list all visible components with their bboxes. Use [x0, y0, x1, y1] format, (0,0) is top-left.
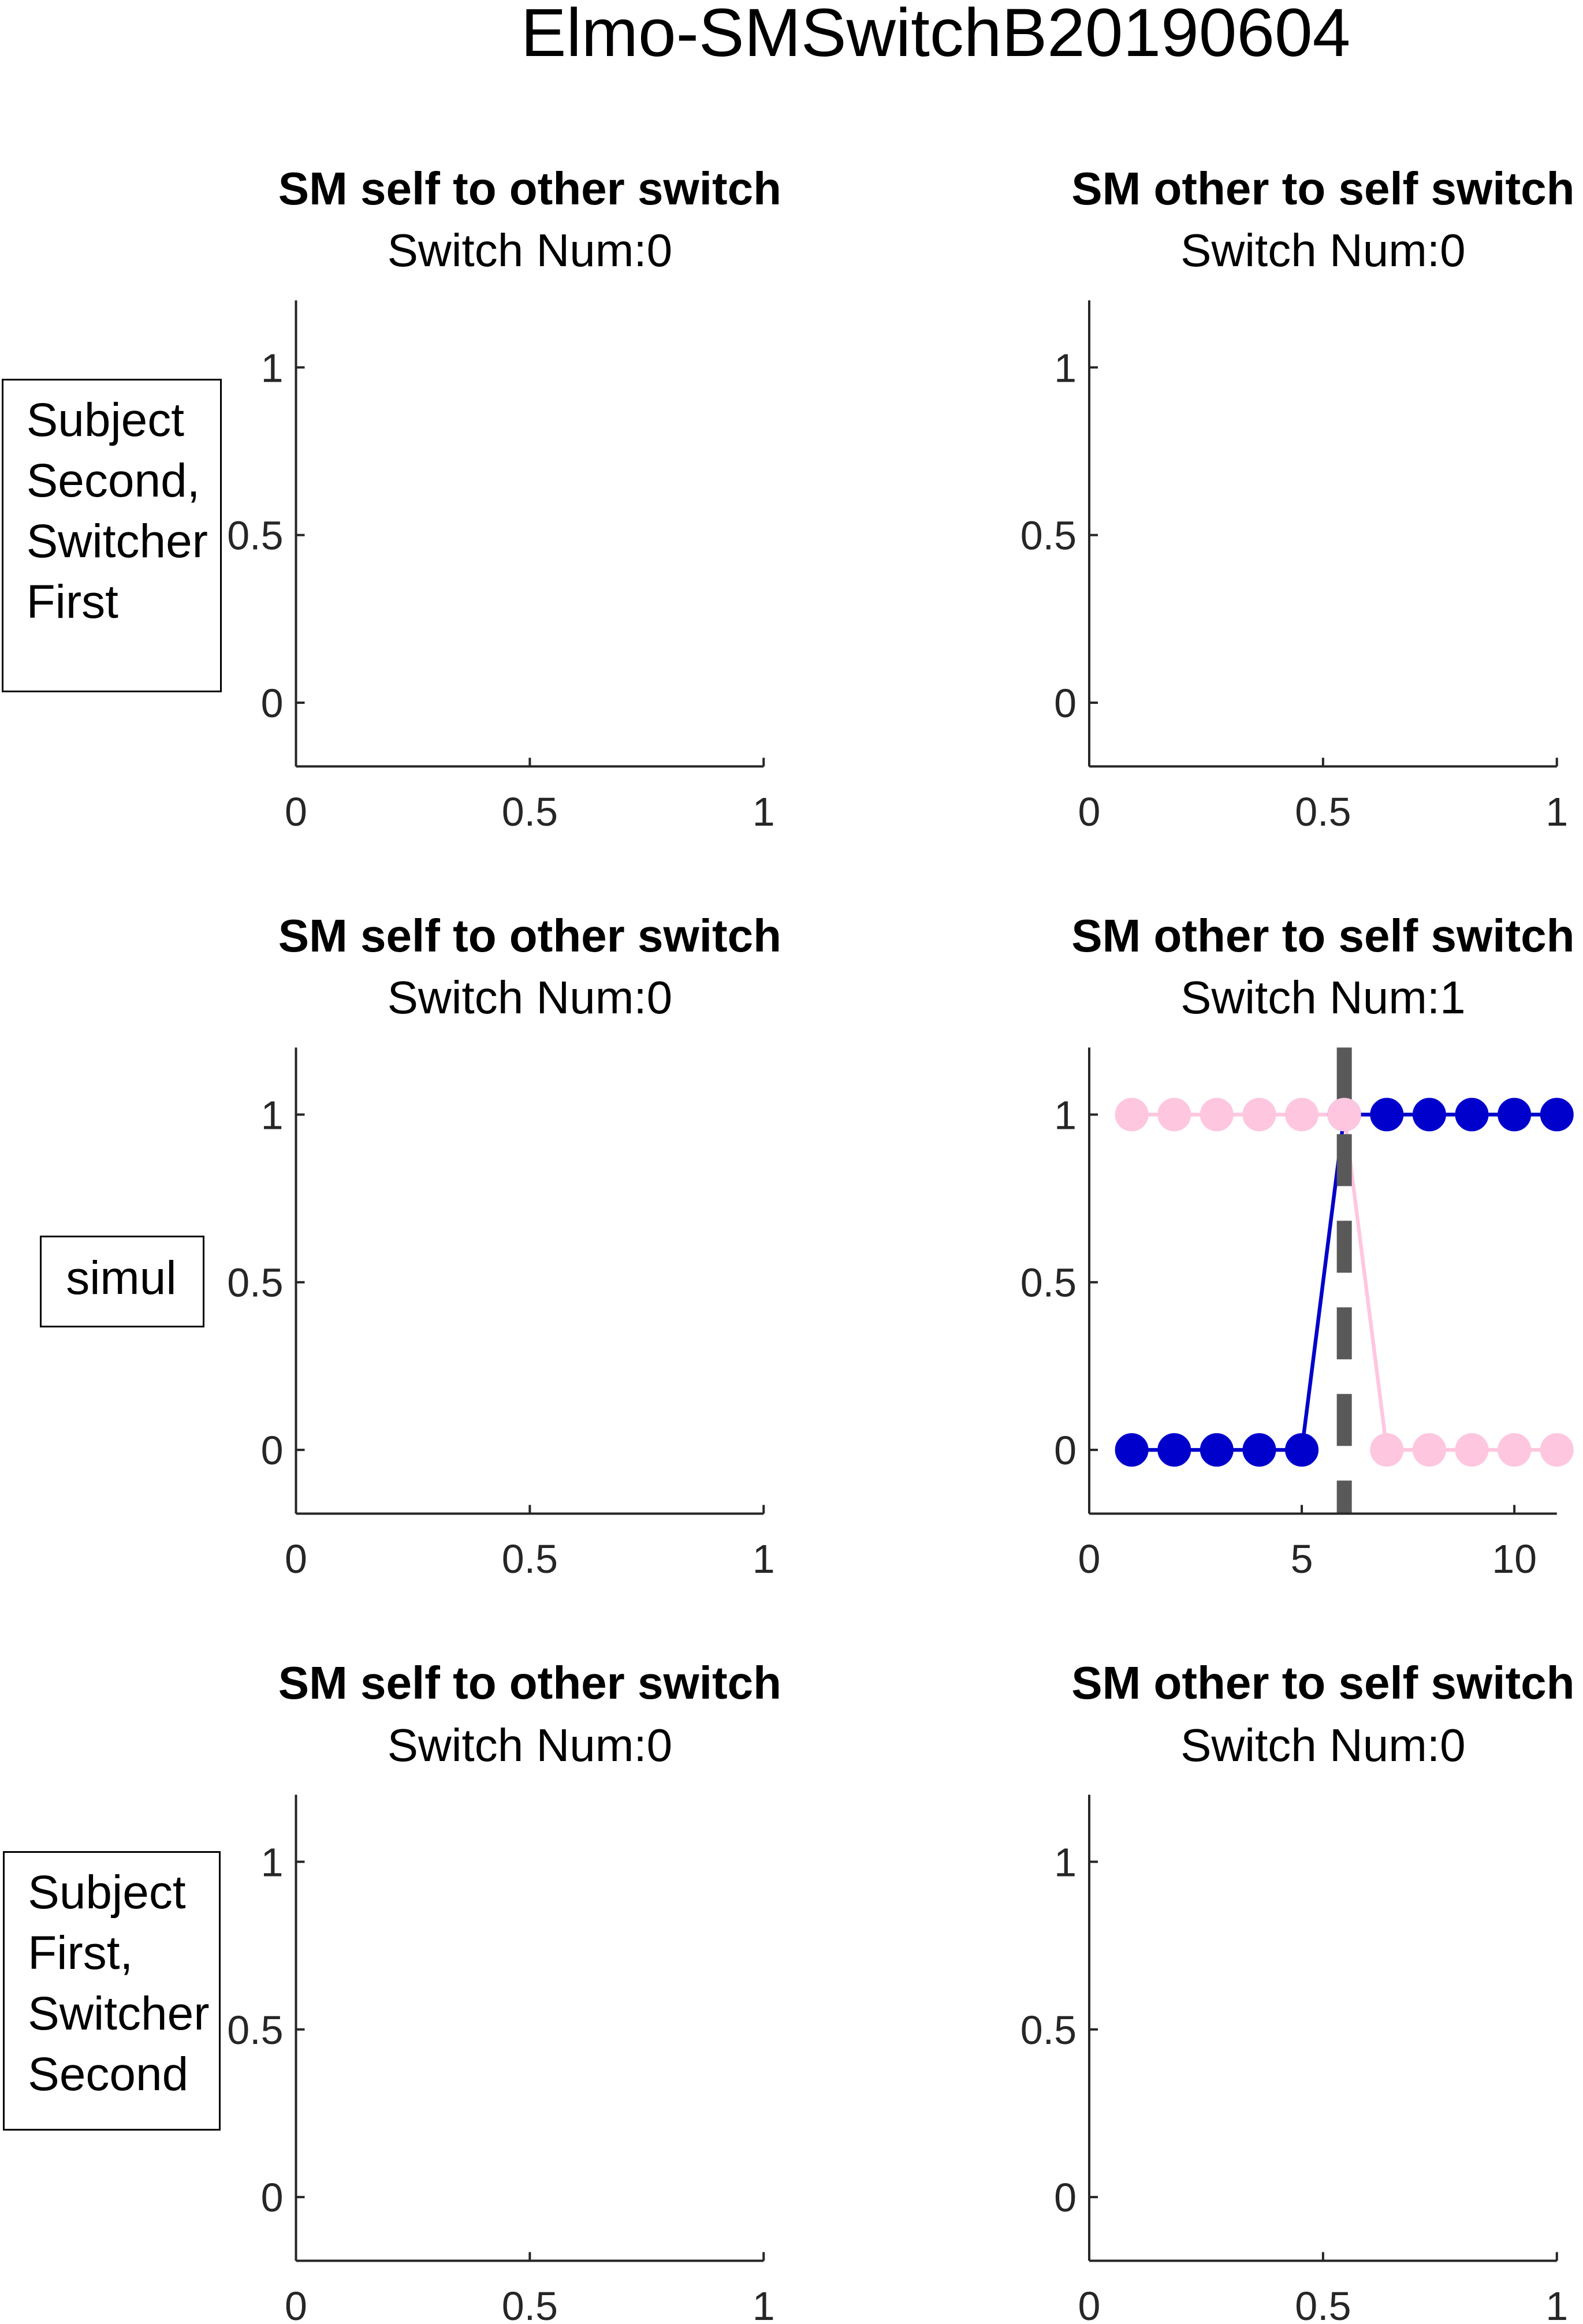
data-point	[1540, 1098, 1574, 1132]
data-point	[1157, 1098, 1191, 1132]
panel-subtitle: Switch Num:0	[387, 1719, 673, 1771]
data-point	[1455, 1098, 1489, 1132]
x-tick-label: 0.5	[1295, 789, 1351, 834]
data-point	[1412, 1098, 1446, 1132]
data-point	[1370, 1098, 1404, 1132]
y-tick-label: 1	[261, 1840, 284, 1885]
data-point	[1498, 1098, 1532, 1132]
panel-title: SM other to self switch	[1071, 162, 1575, 214]
y-tick-label: 1	[1054, 1092, 1077, 1137]
x-tick-label: 0	[1078, 789, 1101, 834]
y-tick-label: 0.5	[227, 513, 283, 558]
data-point	[1157, 1433, 1191, 1467]
row-label-line: Subject	[26, 394, 185, 446]
panel-axes: 0 0.5 1 0 0.5 1	[1020, 300, 1568, 834]
data-point	[1412, 1433, 1446, 1467]
x-tick-label: 0.5	[502, 2284, 558, 2324]
data-point	[1285, 1098, 1319, 1132]
data-point	[1455, 1433, 1489, 1467]
y-tick-label: 0	[1054, 2175, 1077, 2220]
panel-axes: 0 0.5 1 0 0.5 1	[227, 1795, 775, 2324]
x-tick-label: 0	[285, 789, 307, 834]
y-tick-label: 0.5	[1020, 1260, 1077, 1305]
data-point	[1327, 1098, 1361, 1132]
y-tick-label: 0.5	[1020, 2008, 1077, 2053]
y-tick-label: 1	[261, 1092, 284, 1137]
panel-axes: 0 0.5 1 0 0.5 1	[1020, 1795, 1568, 2324]
y-tick-label: 1	[1054, 345, 1077, 390]
panel-axes: 0 0.5 1 0 0.5 1	[227, 300, 775, 834]
row-label-line: simul	[66, 1251, 177, 1304]
x-tick-label: 0.5	[502, 789, 558, 834]
panel-subtitle: Switch Num:0	[1180, 225, 1466, 277]
y-tick-label: 0	[261, 681, 284, 726]
panel-title: SM other to self switch	[1071, 1657, 1575, 1709]
y-tick-label: 1	[261, 345, 284, 390]
row-label-line: First	[26, 576, 118, 628]
row-label-line: First,	[28, 1926, 133, 1979]
x-tick-label: 1	[753, 1536, 775, 1581]
panel-subtitle: Switch Num:0	[387, 972, 673, 1024]
data-point	[1498, 1433, 1532, 1467]
y-tick-label: 0	[1054, 681, 1077, 726]
x-tick-label: 1	[1545, 789, 1568, 834]
panel-axes: 0 5 10 0 0.5 1	[1020, 1047, 1574, 1581]
y-tick-label: 0.5	[1020, 513, 1077, 558]
panel-axes: 0 0.5 1 0 0.5 1	[227, 1047, 775, 1581]
x-tick-label: 0	[285, 1536, 307, 1581]
data-point	[1200, 1433, 1234, 1467]
x-tick-label: 10	[1492, 1536, 1537, 1581]
y-tick-label: 1	[1054, 1840, 1077, 1885]
y-tick-label: 0	[261, 1428, 284, 1473]
data-point	[1540, 1433, 1574, 1467]
data-point	[1242, 1433, 1276, 1467]
panel-subtitle: Switch Num:1	[1180, 972, 1466, 1024]
figure-title: Elmo-SMSwitchB20190604	[520, 0, 1351, 71]
y-tick-label: 0	[261, 2175, 284, 2220]
row-label-box: Subject First, Switcher Second	[3, 1851, 221, 2131]
panel-title: SM self to other switch	[278, 162, 781, 214]
panel-title: SM other to self switch	[1071, 909, 1575, 961]
row-label-box: Subject Second, Switcher First	[1, 379, 222, 693]
data-point	[1370, 1433, 1404, 1467]
x-tick-label: 5	[1291, 1536, 1313, 1581]
x-tick-label: 0	[285, 2284, 307, 2324]
panel-subtitle: Switch Num:0	[387, 225, 673, 277]
x-tick-label: 0	[1078, 2284, 1101, 2324]
data-point	[1200, 1098, 1234, 1132]
y-tick-label: 0.5	[227, 2008, 283, 2053]
panel-subtitle: Switch Num:0	[1180, 1719, 1466, 1771]
data-point	[1115, 1098, 1149, 1132]
data-point	[1242, 1098, 1276, 1132]
data-point	[1115, 1433, 1149, 1467]
data-point	[1285, 1433, 1319, 1467]
panel-title: SM self to other switch	[278, 909, 781, 961]
x-tick-label: 0.5	[502, 1536, 558, 1581]
row-label-line: Subject	[28, 1866, 186, 1919]
x-tick-label: 1	[753, 2284, 775, 2324]
x-tick-label: 1	[753, 789, 775, 834]
row-label-line: Switcher	[26, 515, 208, 568]
x-tick-label: 0.5	[1295, 2284, 1351, 2324]
y-tick-label: 0	[1054, 1428, 1077, 1473]
x-tick-label: 1	[1545, 2284, 1568, 2324]
y-tick-label: 0.5	[227, 1260, 283, 1305]
row-label-box: simul	[40, 1235, 204, 1327]
panel-title: SM self to other switch	[278, 1657, 781, 1709]
row-label-line: Switcher	[28, 1987, 210, 2040]
row-label-line: Second	[28, 2047, 189, 2101]
x-tick-label: 0	[1078, 1536, 1101, 1581]
row-label-line: Second,	[26, 454, 200, 507]
